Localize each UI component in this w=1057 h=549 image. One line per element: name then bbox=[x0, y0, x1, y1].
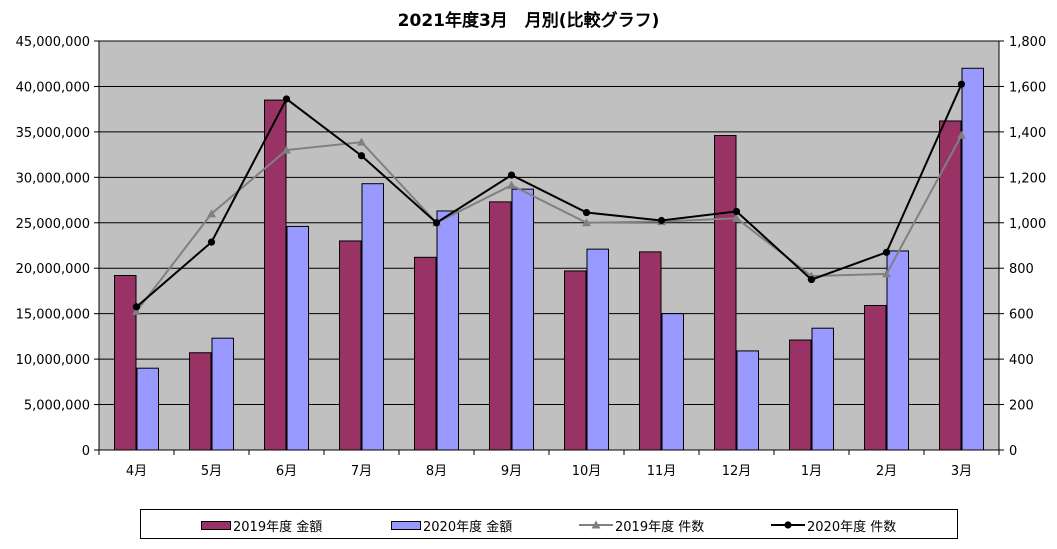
legend-marker-0 bbox=[591, 520, 601, 529]
bar-2020 bbox=[211, 337, 234, 451]
y-right-tick-label: 1,600 bbox=[1009, 80, 1046, 95]
legend-swatch-2020-amount bbox=[391, 520, 421, 530]
bar-2019 bbox=[339, 240, 362, 451]
x-tick-label: 2月 bbox=[876, 464, 897, 479]
x-tick-label: 9月 bbox=[501, 464, 522, 479]
point-2019 bbox=[282, 145, 291, 154]
y-left-tick-label: 30,000,000 bbox=[16, 171, 90, 186]
bar-2020 bbox=[961, 67, 984, 451]
point-2019 bbox=[357, 137, 366, 146]
legend-label-2019-amount: 2019年度 金額 bbox=[233, 519, 323, 535]
y-left-tick-label: 45,000,000 bbox=[16, 35, 90, 50]
y-left-tick-label: 15,000,000 bbox=[16, 308, 90, 323]
point-2019 bbox=[582, 218, 591, 227]
bar-2019 bbox=[939, 120, 962, 451]
bar-2020 bbox=[136, 367, 159, 451]
legend-item-2019-amount: 2019年度 金額 bbox=[201, 510, 322, 540]
y-left-tick-label: 5,000,000 bbox=[24, 399, 90, 414]
bar-2020 bbox=[886, 250, 909, 451]
point-2019 bbox=[882, 269, 891, 278]
point-2019 bbox=[207, 209, 216, 218]
bar-2019 bbox=[114, 274, 137, 451]
x-tick-label: 4月 bbox=[126, 464, 147, 479]
chart-legend: 2019年度 金額 2020年度 金額 2019年度 件数 2020年度 件数 bbox=[140, 509, 958, 539]
chart-title: 2021年度3月 月別(比較グラフ) bbox=[397, 11, 660, 31]
legend-marker-1 bbox=[784, 521, 792, 529]
y-left-tick-label: 40,000,000 bbox=[16, 80, 90, 95]
legend-swatch-2019-count bbox=[579, 520, 613, 529]
point-2020 bbox=[132, 303, 141, 311]
y-right-tick-label: 0 bbox=[1009, 444, 1017, 459]
x-tick-label: 7月 bbox=[351, 464, 372, 479]
point-2020 bbox=[507, 171, 516, 179]
point-2019 bbox=[957, 130, 966, 139]
point-2020 bbox=[657, 216, 666, 225]
bar-2020 bbox=[436, 210, 459, 451]
point-2020 bbox=[582, 208, 591, 217]
point-2019 bbox=[507, 180, 516, 189]
bar-2020 bbox=[511, 188, 534, 451]
point-2020 bbox=[432, 219, 441, 227]
x-tick-label: 8月 bbox=[426, 464, 447, 479]
point-2020 bbox=[807, 275, 816, 284]
point-2019 bbox=[132, 306, 141, 315]
bar-2019 bbox=[264, 99, 287, 451]
legend-swatch-2020-count bbox=[771, 521, 805, 529]
bar-2019 bbox=[189, 352, 212, 451]
point-2020 bbox=[282, 95, 291, 103]
bar-2020 bbox=[661, 313, 684, 451]
point-2020 bbox=[207, 238, 216, 246]
bar-2020 bbox=[286, 225, 309, 451]
point-2020 bbox=[882, 248, 891, 256]
y-right-tick-label: 800 bbox=[1009, 262, 1034, 277]
bar-2019 bbox=[714, 135, 737, 451]
x-tick-label: 1月 bbox=[801, 464, 822, 479]
chart-svg: 0 5,000,000 10,000,000 15,000,000 20,000,000… bbox=[16, 35, 1047, 479]
x-tick-label: 6月 bbox=[276, 464, 297, 479]
point-2019 bbox=[732, 213, 741, 222]
bar-2020 bbox=[586, 248, 609, 451]
bar-2019 bbox=[789, 339, 812, 451]
bar-2019 bbox=[564, 270, 587, 451]
y-left-tick-label: 20,000,000 bbox=[16, 262, 90, 277]
point-2020 bbox=[357, 152, 366, 160]
legend-item-2019-count: 2019年度 件数 bbox=[579, 510, 704, 540]
legend-label-2020-amount: 2020年度 金額 bbox=[423, 519, 513, 535]
point-2020 bbox=[732, 207, 741, 216]
point-2020 bbox=[957, 80, 966, 88]
bar-2019 bbox=[864, 304, 887, 451]
x-tick-label: 12月 bbox=[722, 464, 752, 479]
y-right-tick-label: 600 bbox=[1009, 308, 1034, 323]
bar-2019 bbox=[414, 256, 437, 451]
x-tick-label: 11月 bbox=[647, 464, 677, 479]
y-left-tick-label: 0 bbox=[82, 444, 90, 459]
y-right-tick-label: 400 bbox=[1009, 353, 1034, 368]
line-2020 bbox=[135, 83, 963, 308]
y-right-tick-label: 1,000 bbox=[1009, 217, 1046, 232]
legend-item-2020-amount: 2020年度 金額 bbox=[391, 510, 512, 540]
x-tick-label: 10月 bbox=[572, 464, 602, 479]
legend-swatch-2019-amount bbox=[201, 520, 231, 530]
bar-2020 bbox=[736, 350, 759, 451]
bar-2020 bbox=[811, 327, 834, 451]
y-right-tick-label: 1,800 bbox=[1009, 35, 1046, 50]
bar-2019 bbox=[489, 201, 512, 451]
y-right-tick-label: 200 bbox=[1009, 399, 1034, 414]
x-tick-label: 5月 bbox=[201, 464, 222, 479]
legend-item-2020-count: 2020年度 件数 bbox=[771, 510, 896, 540]
bar-2020 bbox=[361, 183, 384, 451]
y-left-tick-label: 35,000,000 bbox=[16, 126, 90, 141]
y-left-tick-label: 10,000,000 bbox=[16, 353, 90, 368]
x-tick-label: 3月 bbox=[951, 464, 972, 479]
legend-label-2020-count: 2020年度 件数 bbox=[807, 519, 897, 535]
legend-label-2019-count: 2019年度 件数 bbox=[615, 519, 705, 535]
bar-2019 bbox=[639, 251, 662, 451]
y-right-tick-label: 1,200 bbox=[1009, 171, 1046, 186]
y-left-tick-label: 25,000,000 bbox=[16, 217, 90, 232]
y-right-tick-label: 1,400 bbox=[1009, 126, 1046, 141]
